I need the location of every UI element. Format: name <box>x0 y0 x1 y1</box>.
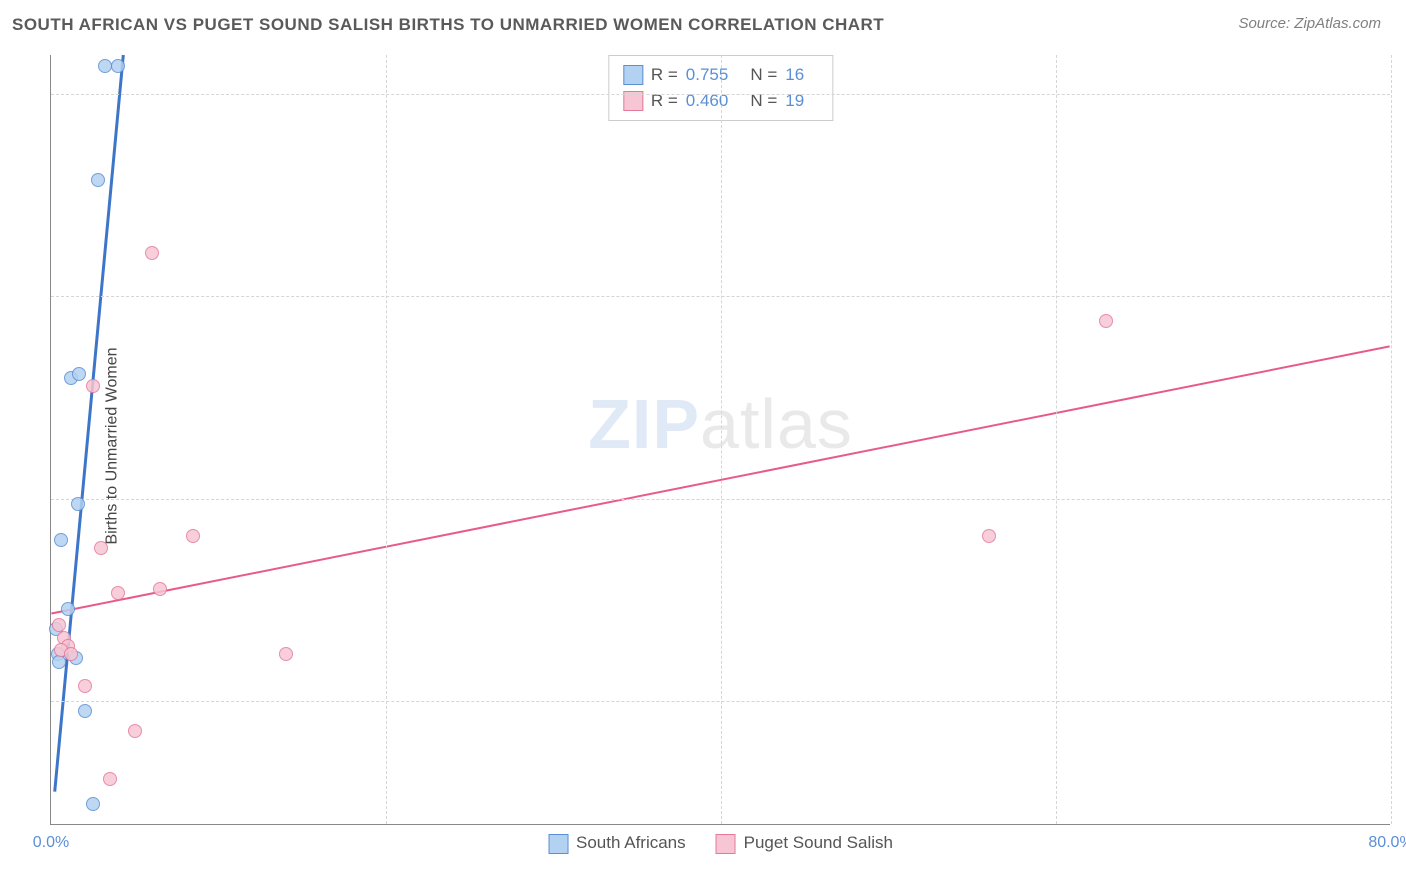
legend-n-value: 16 <box>785 62 804 88</box>
y-tick-label: 100.0% <box>1400 68 1406 86</box>
gridline-vertical <box>386 55 387 824</box>
data-point <box>982 529 996 543</box>
data-point <box>71 497 85 511</box>
data-point <box>91 173 105 187</box>
legend-swatch <box>716 834 736 854</box>
gridline-vertical <box>1391 55 1392 824</box>
data-point <box>72 367 86 381</box>
plot-area: ZIPatlas R =0.755N =16R =0.460N =19 Sout… <box>50 55 1390 825</box>
data-point <box>111 59 125 73</box>
data-point <box>64 647 78 661</box>
y-tick-label: 50.0% <box>1400 473 1406 491</box>
legend-n-label: N = <box>750 88 777 114</box>
legend-swatch <box>623 65 643 85</box>
y-tick-label: 25.0% <box>1400 675 1406 693</box>
data-point <box>1099 314 1113 328</box>
x-tick-label: 0.0% <box>33 834 69 852</box>
data-point <box>86 797 100 811</box>
chart-container: SOUTH AFRICAN VS PUGET SOUND SALISH BIRT… <box>0 0 1406 892</box>
data-point <box>78 679 92 693</box>
x-tick-label: 80.0% <box>1368 834 1406 852</box>
y-tick-label: 75.0% <box>1400 270 1406 288</box>
gridline-vertical <box>1056 55 1057 824</box>
gridline-vertical <box>721 55 722 824</box>
data-point <box>186 529 200 543</box>
data-point <box>103 772 117 786</box>
legend-item: South Africans <box>548 833 686 854</box>
legend-n-value: 19 <box>785 88 804 114</box>
legend-r-label: R = <box>651 62 678 88</box>
series-legend: South Africans Puget Sound Salish <box>548 833 893 854</box>
data-point <box>153 582 167 596</box>
data-point <box>145 246 159 260</box>
legend-series-label: South Africans <box>576 833 686 852</box>
data-point <box>61 602 75 616</box>
data-point <box>86 379 100 393</box>
chart-title: SOUTH AFRICAN VS PUGET SOUND SALISH BIRT… <box>12 15 884 35</box>
data-point <box>78 704 92 718</box>
data-point <box>54 533 68 547</box>
data-point <box>94 541 108 555</box>
data-point <box>111 586 125 600</box>
legend-r-label: R = <box>651 88 678 114</box>
legend-n-label: N = <box>750 62 777 88</box>
legend-item: Puget Sound Salish <box>716 833 893 854</box>
legend-series-label: Puget Sound Salish <box>744 833 893 852</box>
legend-swatch <box>548 834 568 854</box>
data-point <box>98 59 112 73</box>
data-point <box>128 724 142 738</box>
source-attribution: Source: ZipAtlas.com <box>1238 15 1381 32</box>
data-point <box>279 647 293 661</box>
